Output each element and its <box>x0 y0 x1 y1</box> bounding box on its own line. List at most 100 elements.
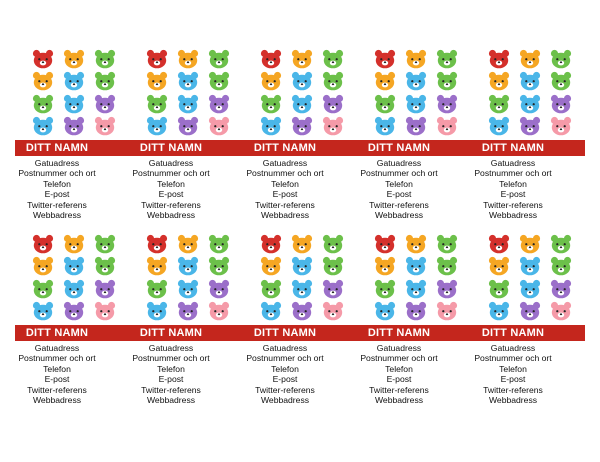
card-contact-lines: Gatuadress Postnummer och ort Telefon E-pos… <box>114 343 228 405</box>
card-name: DITT NAMN <box>253 142 317 154</box>
bear-icon <box>374 256 396 276</box>
card-contact-lines: Gatuadress Postnummer och ort Telefon E-pos… <box>114 158 228 220</box>
bear-icon <box>94 71 116 91</box>
bear-icon <box>436 116 458 136</box>
bear-icon <box>32 279 54 299</box>
bear-icon <box>291 94 313 114</box>
bear-icon <box>177 301 199 321</box>
bear-icon <box>291 279 313 299</box>
card-twitter-handle: Twitter-referens <box>255 199 315 210</box>
card-street-address: Gatuadress <box>34 158 80 168</box>
card-phone: Telefon <box>385 363 413 374</box>
card-email: E-post <box>158 374 184 385</box>
bear-icon <box>32 94 54 114</box>
bear-icon <box>519 71 541 91</box>
bear-icon <box>519 94 541 114</box>
bear-icon <box>488 301 510 321</box>
bear-icon <box>436 301 458 321</box>
card-website: Webbadress <box>260 210 310 221</box>
card-email: E-post <box>272 374 298 385</box>
bear-icon <box>260 234 282 254</box>
bear-icon <box>291 71 313 91</box>
card-email: E-post <box>500 374 526 385</box>
name-band <box>15 325 585 341</box>
card-twitter-handle: Twitter-referens <box>369 199 429 210</box>
card-phone: Telefon <box>499 363 527 374</box>
bear-icon <box>94 256 116 276</box>
bear-icon <box>291 49 313 69</box>
bear-icon <box>291 301 313 321</box>
card-street-address: Gatuadress <box>148 343 194 353</box>
bear-icon <box>63 256 85 276</box>
bear-icon <box>177 256 199 276</box>
card-name: DITT NAMN <box>25 327 89 339</box>
bear-icon <box>374 49 396 69</box>
card-contact-lines: Gatuadress Postnummer och ort Telefon E-pos… <box>0 158 114 220</box>
bear-icon <box>322 94 344 114</box>
card-email: E-post <box>386 374 412 385</box>
card-postal-code-city: Postnummer och ort <box>360 168 438 179</box>
bear-icon <box>63 71 85 91</box>
card-twitter-handle: Twitter-referens <box>483 384 543 395</box>
bear-icon <box>322 256 344 276</box>
bear-icon <box>405 279 427 299</box>
bear-icon <box>94 49 116 69</box>
card-postal-code-city: Postnummer och ort <box>246 353 324 364</box>
bear-icon <box>436 256 458 276</box>
card-website: Webbadress <box>488 395 538 406</box>
bear-icon <box>32 71 54 91</box>
bear-icon <box>146 94 168 114</box>
bear-icon <box>260 279 282 299</box>
bear-icon <box>146 301 168 321</box>
card-name: DITT NAMN <box>253 327 317 339</box>
bear-icon <box>550 279 572 299</box>
bear-icon <box>550 71 572 91</box>
bear-icon <box>208 71 230 91</box>
card-street-address: Gatuadress <box>490 158 536 168</box>
bear-icon <box>488 49 510 69</box>
bear-icon <box>405 301 427 321</box>
card-contact-lines: Gatuadress Postnummer och ort Telefon E-pos… <box>228 158 342 220</box>
card-street-address: Gatuadress <box>148 158 194 168</box>
card-phone: Telefon <box>385 178 413 189</box>
bear-icon <box>488 256 510 276</box>
bear-icon <box>550 49 572 69</box>
card-website: Webbadress <box>488 210 538 221</box>
bear-icon <box>519 256 541 276</box>
card-street-address: Gatuadress <box>34 343 80 353</box>
bear-icon <box>177 94 199 114</box>
bear-icon <box>374 234 396 254</box>
card-twitter-handle: Twitter-referens <box>27 199 87 210</box>
card-street-address: Gatuadress <box>262 343 308 353</box>
bear-icon <box>260 256 282 276</box>
bear-icon <box>488 71 510 91</box>
bear-icon <box>374 279 396 299</box>
card-email: E-post <box>158 189 184 200</box>
card-street-address: Gatuadress <box>376 158 422 168</box>
bear-icon <box>436 49 458 69</box>
card-phone: Telefon <box>157 363 185 374</box>
bear-icon <box>177 71 199 91</box>
card-contact-lines: Gatuadress Postnummer och ort Telefon E-pos… <box>0 343 114 405</box>
card-twitter-handle: Twitter-referens <box>141 384 201 395</box>
bear-icon <box>405 94 427 114</box>
bear-icon <box>208 279 230 299</box>
bear-icon <box>177 279 199 299</box>
bear-icon <box>208 49 230 69</box>
card-phone: Telefon <box>43 363 71 374</box>
bear-icon <box>436 71 458 91</box>
bear-icon <box>374 116 396 136</box>
bear-icon <box>63 116 85 136</box>
bear-icon <box>146 279 168 299</box>
card-website: Webbadress <box>32 210 82 221</box>
bear-icon <box>374 71 396 91</box>
bear-icon <box>63 49 85 69</box>
card-twitter-handle: Twitter-referens <box>255 384 315 395</box>
card-postal-code-city: Postnummer och ort <box>18 168 96 179</box>
bear-icon <box>260 71 282 91</box>
card-postal-code-city: Postnummer och ort <box>18 353 96 364</box>
bear-icon <box>488 279 510 299</box>
bear-icon <box>436 94 458 114</box>
card-street-address: Gatuadress <box>262 158 308 168</box>
